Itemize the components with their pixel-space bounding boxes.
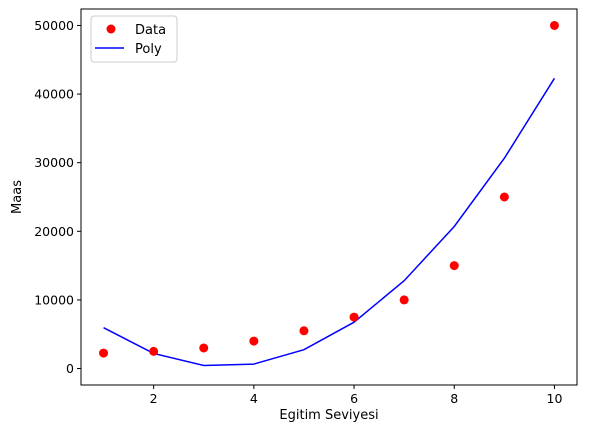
data-point	[99, 348, 109, 358]
y-axis-label: Maas	[10, 180, 25, 214]
data-point	[149, 346, 159, 356]
y-axis: 0 10000 20000 30000 40000 50000	[34, 18, 81, 376]
x-tick-label: 4	[250, 391, 258, 406]
x-tick-label: 8	[450, 391, 458, 406]
x-axis: 2 4 6 8 10	[150, 385, 563, 406]
data-point	[549, 20, 559, 30]
series-layer	[99, 20, 559, 367]
poly-line	[103, 77, 556, 367]
y-tick-label: 20000	[34, 224, 74, 239]
legend-label-poly: Poly	[135, 42, 162, 57]
data-point	[349, 312, 359, 322]
y-tick-label: 0	[66, 361, 74, 376]
data-point	[299, 326, 309, 336]
data-point	[199, 343, 209, 353]
legend: Data Poly	[90, 15, 178, 63]
y-tick-label: 10000	[34, 292, 74, 307]
x-axis-label: Egitim Seviyesi	[279, 408, 378, 423]
plot-frame	[80, 8, 578, 386]
legend-label-data: Data	[135, 23, 166, 38]
x-tick-label: 10	[547, 391, 563, 406]
y-tick-label: 30000	[34, 155, 74, 170]
legend-marker-data	[106, 24, 116, 34]
x-tick-label: 6	[350, 391, 358, 406]
data-point	[499, 192, 509, 202]
data-point	[449, 261, 459, 271]
data-point	[249, 336, 259, 346]
y-tick-label: 50000	[34, 18, 74, 33]
plot-area	[81, 9, 577, 385]
x-tick-label: 2	[150, 391, 158, 406]
y-tick-label: 40000	[34, 87, 74, 102]
data-point	[399, 295, 409, 305]
